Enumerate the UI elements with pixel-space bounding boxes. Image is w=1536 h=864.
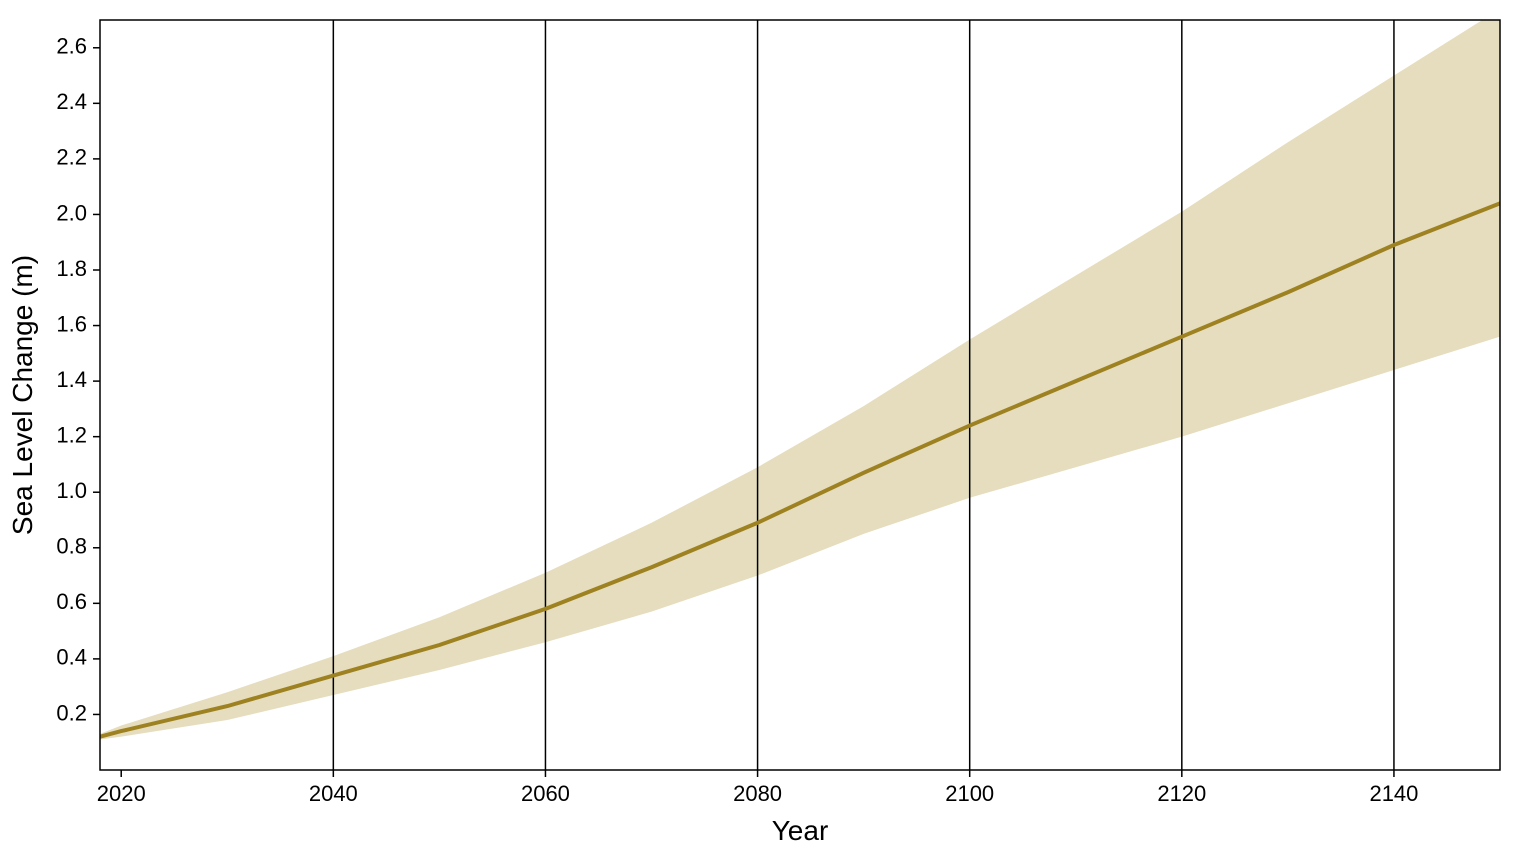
y-axis-title: Sea Level Change (m) xyxy=(7,255,38,535)
y-tick-label: 1.6 xyxy=(56,311,87,336)
y-tick-label: 0.2 xyxy=(56,700,87,725)
x-tick-label: 2120 xyxy=(1157,781,1206,806)
x-tick-label: 2100 xyxy=(945,781,994,806)
uncertainty-band xyxy=(100,9,1500,740)
y-tick-label: 1.0 xyxy=(56,478,87,503)
y-tick-label: 0.8 xyxy=(56,534,87,559)
y-tick-label: 0.4 xyxy=(56,645,87,670)
x-tick-label: 2040 xyxy=(309,781,358,806)
y-tick-label: 2.2 xyxy=(56,145,87,170)
sea-level-chart: 0.2 0.4 0.6 0.8 1.0 1.2 1.4 1.6 1.8 2.0 2.2 2.4 2.6 2… xyxy=(0,0,1536,864)
y-tick-label: 1.4 xyxy=(56,367,87,392)
y-tick-label: 1.8 xyxy=(56,256,87,281)
x-tick-label: 2060 xyxy=(521,781,570,806)
x-tick-label: 2020 xyxy=(97,781,146,806)
y-tick-label: 2.4 xyxy=(56,89,87,114)
y-tick-label: 2.0 xyxy=(56,200,87,225)
x-axis-title: Year xyxy=(772,815,829,846)
y-tick-label: 2.6 xyxy=(56,34,87,59)
y-tick-label: 1.2 xyxy=(56,422,87,447)
y-tick-label: 0.6 xyxy=(56,589,87,614)
x-tick-label: 2140 xyxy=(1369,781,1418,806)
x-tick-label: 2080 xyxy=(733,781,782,806)
